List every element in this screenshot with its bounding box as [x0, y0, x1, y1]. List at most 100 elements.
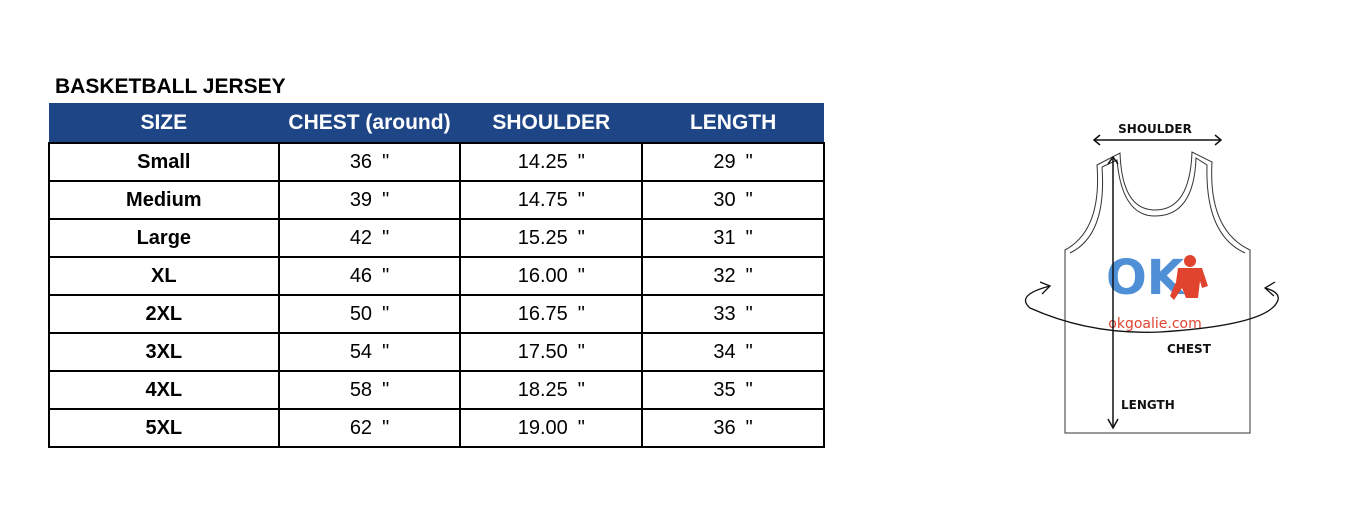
- size-value: Medium: [126, 188, 202, 211]
- inch-mark: ": [577, 340, 585, 363]
- header-size: SIZE: [49, 103, 279, 143]
- jersey-measurement-diagram: SHOULDER OK okgoalie.com CHEST LENGTH: [1024, 122, 1279, 434]
- chest-arrow: [1024, 281, 1279, 333]
- length-value: 35: [713, 378, 736, 401]
- logo-url: okgoalie.com: [1108, 316, 1201, 332]
- inch-mark: ": [382, 302, 390, 325]
- length-value: 31: [713, 226, 736, 249]
- inch-mark: ": [745, 150, 753, 173]
- table-row: Medium 39 " 14.75 " 30 ": [48, 180, 825, 220]
- cell-size: XL: [48, 256, 280, 296]
- cell-shoulder: 18.25 ": [459, 370, 644, 410]
- header-length: LENGTH: [642, 103, 824, 143]
- size-value: 5XL: [145, 416, 183, 439]
- cell-length: 33 ": [641, 294, 825, 334]
- size-value: 4XL: [145, 378, 183, 401]
- cell-size: 5XL: [48, 408, 280, 448]
- inch-mark: ": [745, 188, 753, 211]
- cell-chest: 46 ": [277, 256, 462, 296]
- cell-length: 36 ": [641, 408, 825, 448]
- length-value: 36: [713, 416, 736, 439]
- cell-shoulder: 16.75 ": [459, 294, 644, 334]
- cell-chest: 39 ": [277, 180, 462, 220]
- inch-mark: ": [382, 264, 390, 287]
- cell-size: 3XL: [48, 332, 280, 372]
- cell-length: 30 ": [641, 180, 825, 220]
- table-row: 4XL 58 " 18.25 " 35 ": [48, 370, 825, 410]
- cell-length: 32 ": [641, 256, 825, 296]
- cell-shoulder: 15.25 ": [459, 218, 644, 258]
- cell-shoulder: 19.00 ": [459, 408, 644, 448]
- size-value: 2XL: [145, 302, 183, 325]
- cell-shoulder: 14.25 ": [459, 142, 644, 182]
- size-value: XL: [151, 264, 177, 287]
- chest-value: 39: [349, 188, 373, 211]
- jersey-outline: [1064, 151, 1251, 434]
- table-header-row: SIZE CHEST (around) SHOULDER LENGTH: [49, 103, 824, 143]
- cell-shoulder: 17.50 ": [459, 332, 644, 372]
- page-title: BASKETBALL JERSEY: [55, 75, 286, 98]
- cell-chest: 62 ": [277, 408, 462, 448]
- cell-size: 2XL: [48, 294, 280, 334]
- inch-mark: ": [577, 188, 585, 211]
- inch-mark: ": [577, 378, 585, 401]
- cell-chest: 54 ": [277, 332, 462, 372]
- inch-mark: ": [745, 264, 753, 287]
- inch-mark: ": [745, 340, 753, 363]
- table-row: Small 36 " 14.25 " 29 ": [48, 142, 825, 182]
- length-value: 33: [713, 302, 736, 325]
- cell-length: 29 ": [641, 142, 825, 182]
- chest-label: CHEST: [1167, 342, 1212, 356]
- inch-mark: ": [382, 226, 390, 249]
- inch-mark: ": [745, 416, 753, 439]
- chest-value: 62: [349, 416, 373, 439]
- length-value: 29: [713, 150, 736, 173]
- goalie-icon: [1170, 255, 1208, 300]
- cell-chest: 50 ": [277, 294, 462, 334]
- shoulder-label: SHOULDER: [1118, 122, 1192, 136]
- chest-value: 54: [349, 340, 373, 363]
- chest-value: 42: [349, 226, 373, 249]
- inch-mark: ": [745, 226, 753, 249]
- inch-mark: ": [382, 416, 390, 439]
- cell-size: Medium: [48, 180, 280, 220]
- shoulder-value: 16.00: [517, 264, 568, 287]
- cell-size: 4XL: [48, 370, 280, 410]
- length-label: LENGTH: [1121, 398, 1175, 412]
- inch-mark: ": [577, 150, 585, 173]
- size-value: 3XL: [145, 340, 183, 363]
- inch-mark: ": [577, 264, 585, 287]
- shoulder-value: 15.25: [517, 226, 568, 249]
- cell-size: Large: [48, 218, 280, 258]
- cell-length: 31 ": [641, 218, 825, 258]
- cell-shoulder: 16.00 ": [459, 256, 644, 296]
- table-row: XL 46 " 16.00 " 32 ": [48, 256, 825, 296]
- shoulder-value: 14.75: [517, 188, 568, 211]
- cell-chest: 42 ": [277, 218, 462, 258]
- chest-value: 50: [349, 302, 373, 325]
- inch-mark: ": [745, 302, 753, 325]
- length-value: 30: [713, 188, 736, 211]
- cell-chest: 36 ": [277, 142, 462, 182]
- header-chest: CHEST (around): [278, 103, 461, 143]
- inch-mark: ": [577, 226, 585, 249]
- header-shoulder: SHOULDER: [460, 103, 643, 143]
- inch-mark: ": [382, 378, 390, 401]
- inch-mark: ": [382, 188, 390, 211]
- length-arrow: [1107, 155, 1119, 430]
- shoulder-value: 16.75: [517, 302, 568, 325]
- size-value: Small: [137, 150, 191, 173]
- shoulder-value: 19.00: [517, 416, 568, 439]
- inch-mark: ": [577, 302, 585, 325]
- cell-length: 35 ": [641, 370, 825, 410]
- shoulder-value: 17.50: [517, 340, 568, 363]
- inch-mark: ": [382, 150, 390, 173]
- table-row: 2XL 50 " 16.75 " 33 ": [48, 294, 825, 334]
- size-value: Large: [136, 226, 192, 249]
- length-value: 32: [713, 264, 736, 287]
- cell-length: 34 ": [641, 332, 825, 372]
- chest-value: 36: [349, 150, 373, 173]
- length-value: 34: [713, 340, 736, 363]
- table-row: Large 42 " 15.25 " 31 ": [48, 218, 825, 258]
- inch-mark: ": [382, 340, 390, 363]
